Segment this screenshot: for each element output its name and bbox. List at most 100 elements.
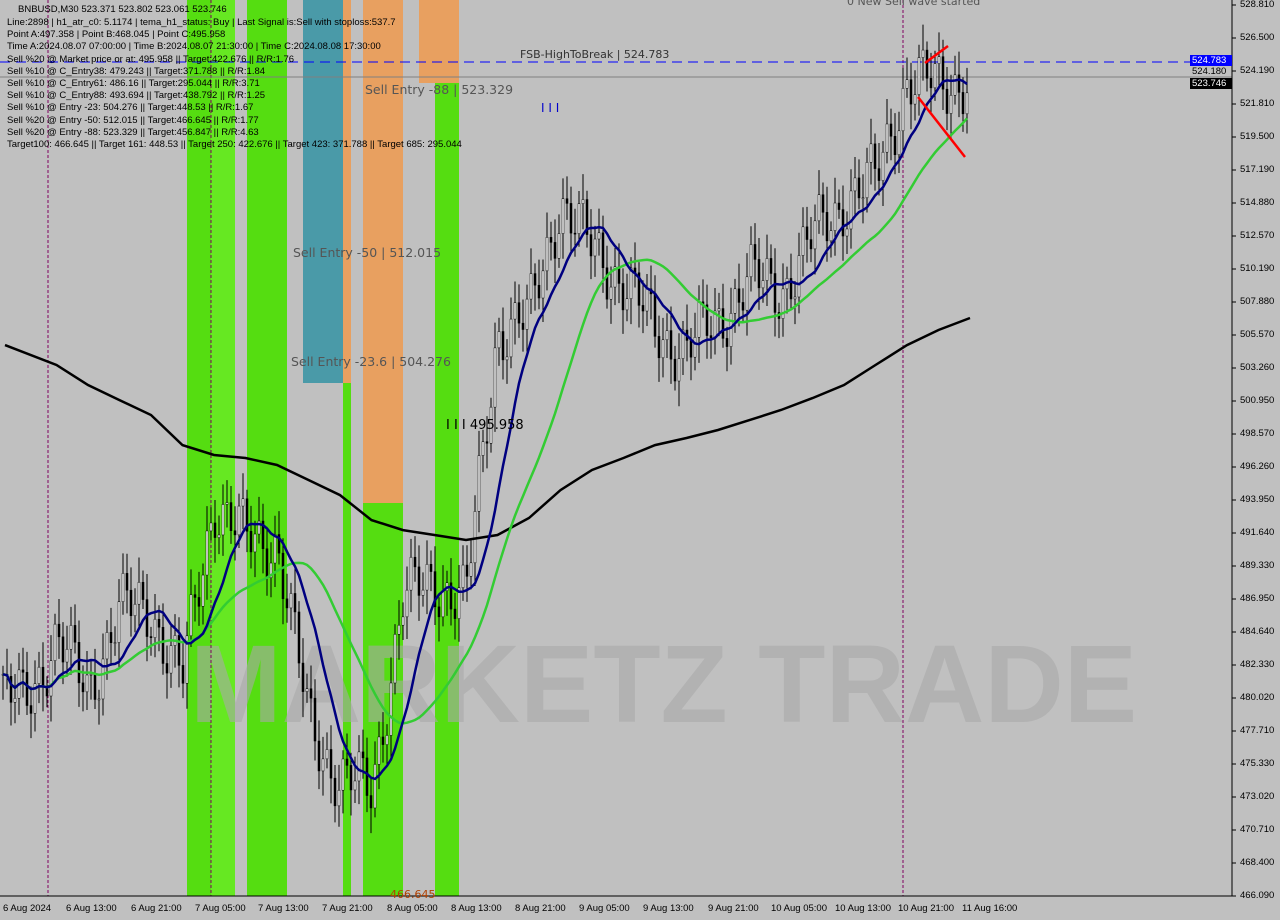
fsb-label: FSB-HighToBreak | 524.783: [520, 48, 670, 61]
x-tick-label: 8 Aug 21:00: [515, 903, 566, 914]
sell-entry-50-label: Sell Entry -50 | 512.015: [293, 245, 442, 260]
x-tick-label: 8 Aug 05:00: [387, 903, 438, 914]
y-tick-label: 517.190: [1240, 164, 1275, 175]
candle: [841, 185, 845, 261]
candle: [769, 244, 773, 285]
band-green: [211, 0, 235, 896]
candle: [369, 776, 373, 834]
candle: [645, 274, 649, 326]
y-tick-label: 468.400: [1240, 857, 1275, 868]
y-axis: [1232, 4, 1236, 897]
candle: [809, 216, 813, 263]
candle: [281, 538, 285, 625]
info-line: Sell %20 @ Market price or at: 495.958 |…: [7, 53, 295, 65]
candle: [337, 764, 341, 827]
candle: [93, 648, 97, 709]
candle: [673, 345, 677, 391]
candle: [449, 558, 453, 626]
band-green: [247, 0, 287, 896]
candle: [621, 268, 625, 334]
candle: [197, 571, 201, 626]
candle: [669, 306, 673, 384]
candle: [161, 603, 165, 675]
candle: [305, 673, 309, 703]
band-teal: [303, 0, 343, 383]
candle: [413, 536, 417, 582]
candle: [945, 67, 949, 131]
candle: [325, 732, 329, 769]
candle: [677, 333, 681, 407]
candle: [389, 657, 393, 760]
y-tick-label: 503.260: [1240, 362, 1275, 373]
band-orange: [363, 0, 403, 503]
candle: [217, 515, 221, 555]
candle: [169, 624, 173, 688]
candle: [65, 625, 69, 677]
band-orange: [343, 0, 351, 383]
candle: [105, 620, 109, 680]
candle: [249, 505, 253, 569]
current-price-tag: 523.746: [1190, 78, 1232, 89]
candle: [965, 67, 969, 134]
candle: [765, 234, 769, 307]
candle: [517, 284, 521, 338]
candle: [949, 74, 953, 139]
candle: [705, 284, 709, 359]
candle: [861, 174, 865, 224]
x-tick-label: 10 Aug 13:00: [835, 903, 891, 914]
candle: [529, 248, 533, 314]
symbol-line: BNBUSD,M30 523.371 523.802 523.061 523.7…: [18, 4, 227, 15]
y-tick-label: 484.640: [1240, 626, 1275, 637]
candle: [149, 626, 153, 656]
candle: [345, 733, 349, 779]
candle: [77, 620, 81, 707]
candle: [429, 550, 433, 592]
y-tick-label: 512.570: [1240, 230, 1275, 241]
candle: [53, 613, 57, 676]
candle: [785, 266, 789, 314]
candle: [533, 263, 537, 311]
candle: [489, 397, 493, 453]
time-markers: [47, 0, 904, 896]
candle: [293, 567, 297, 635]
candle: [653, 275, 657, 348]
candle: [625, 273, 629, 322]
candle: [1, 665, 5, 700]
y-tick-label: 473.020: [1240, 791, 1275, 802]
y-tick-label: 510.190: [1240, 263, 1275, 274]
candle: [109, 607, 113, 666]
candle: [749, 226, 753, 292]
x-tick-label: 11 Aug 16:00: [962, 903, 1018, 914]
x-tick-label: 9 Aug 21:00: [708, 903, 759, 914]
candle: [545, 212, 549, 291]
candle: [509, 297, 513, 369]
candle: [245, 489, 249, 553]
candle: [285, 573, 289, 623]
x-tick-label: 6 Aug 21:00: [131, 903, 182, 914]
candle: [165, 645, 169, 699]
candle: [261, 503, 265, 574]
candle: [9, 663, 13, 726]
candle: [481, 429, 485, 473]
candle: [869, 118, 873, 185]
candle: [37, 651, 41, 704]
candle: [849, 169, 853, 249]
candle: [69, 606, 73, 675]
candle: [797, 232, 801, 314]
candle: [205, 506, 209, 600]
candle: [577, 191, 581, 247]
candle: [957, 51, 961, 118]
band-orange: [419, 0, 459, 83]
candle: [13, 674, 17, 724]
candle: [917, 44, 921, 116]
candle: [661, 317, 665, 378]
candle: [549, 221, 553, 261]
y-tick-label: 477.710: [1240, 725, 1275, 736]
candle: [433, 546, 437, 625]
candle: [777, 302, 781, 339]
candle: [905, 57, 909, 98]
candle: [153, 593, 157, 658]
candle: [425, 540, 429, 615]
wave-marker: I I I: [541, 101, 560, 115]
